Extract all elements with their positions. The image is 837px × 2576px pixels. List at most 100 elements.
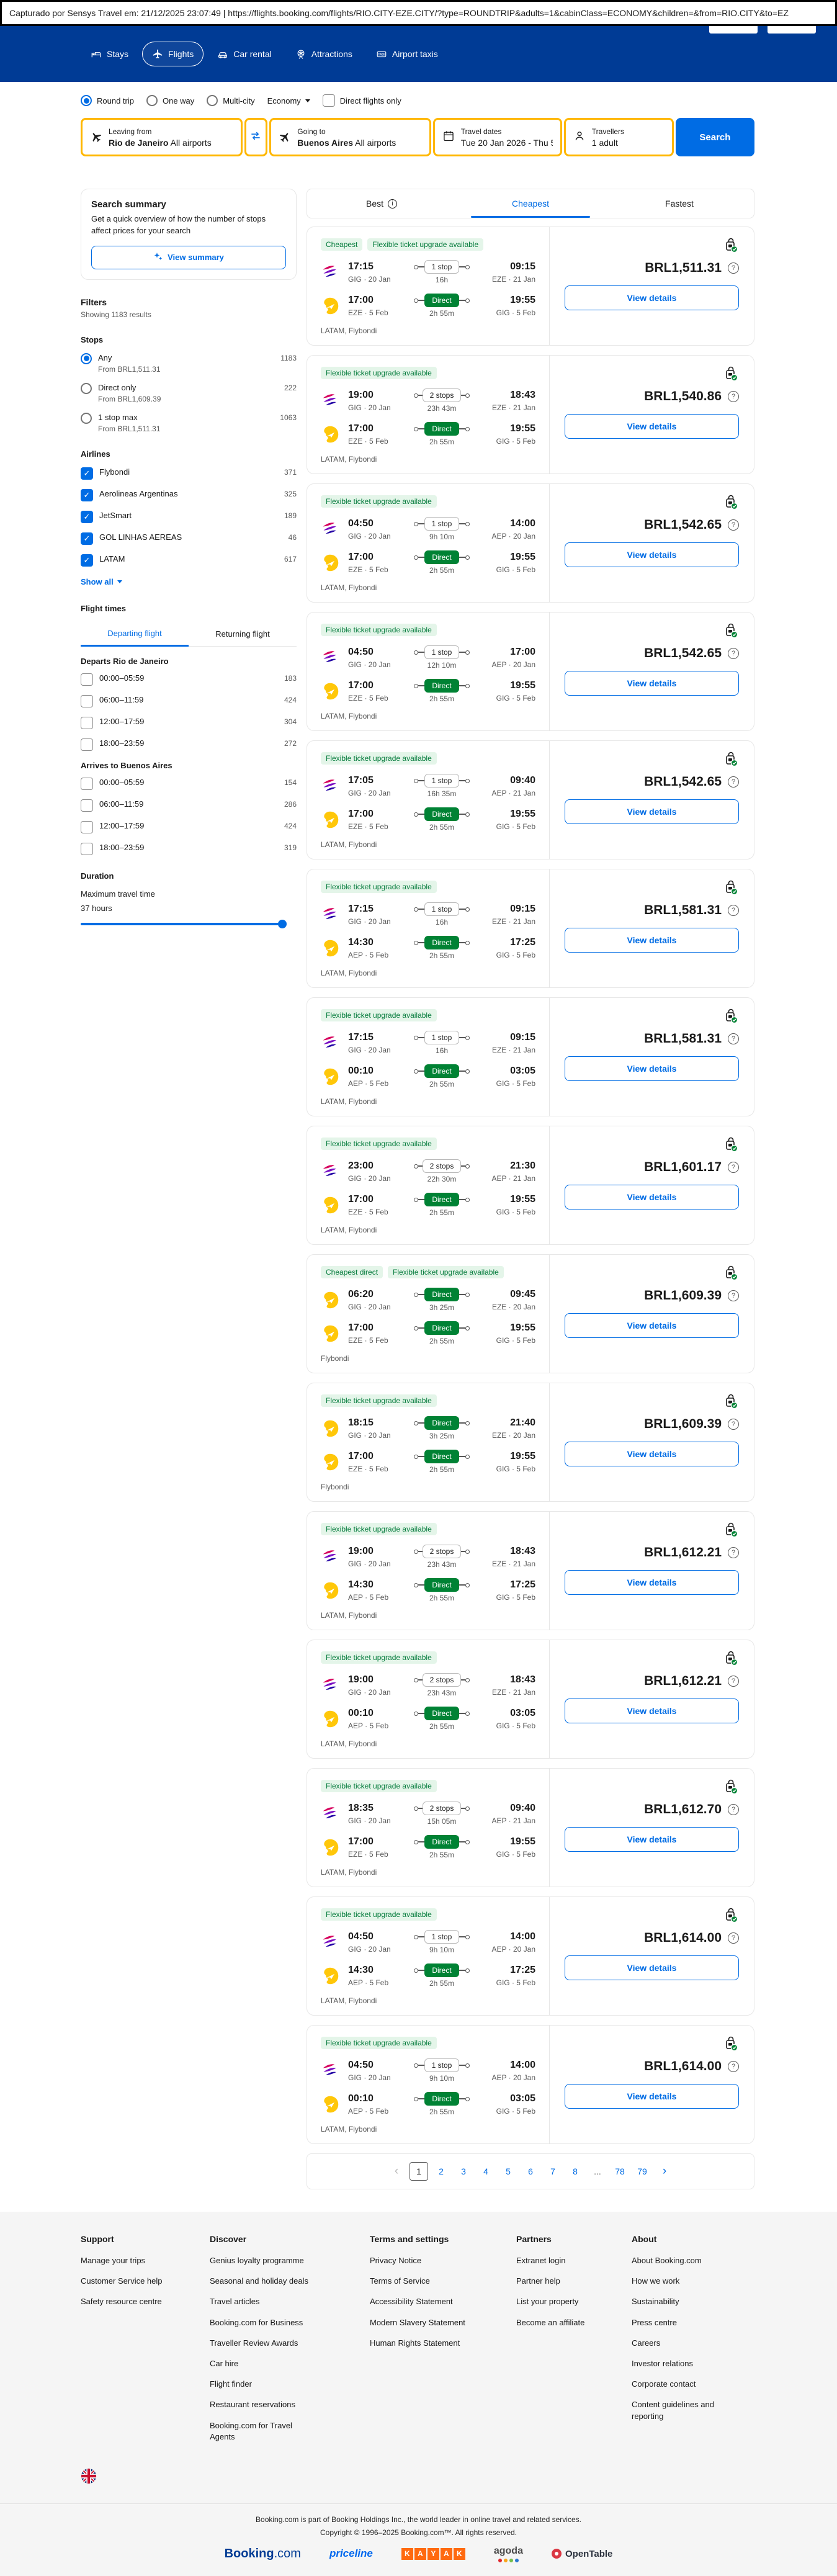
page-8[interactable]: 8 (566, 2162, 584, 2181)
travellers-field[interactable]: Travellers 1 adult (563, 118, 674, 156)
view-details-button[interactable]: View details (565, 928, 739, 953)
page-4[interactable]: 4 (477, 2162, 495, 2181)
sort-tab-fastest[interactable]: Fastest (605, 189, 754, 218)
view-details-button[interactable]: View details (565, 1955, 739, 1980)
footer-link-careers[interactable]: Careers (632, 2338, 661, 2348)
footer-link-become-an-affiliate[interactable]: Become an affiliate (516, 2317, 585, 2327)
trip-type-round-trip[interactable]: Round trip (81, 95, 134, 106)
travel-dates-field[interactable]: Travel dates Tue 20 Jan 2026 - Thu 5 ... (432, 118, 562, 156)
time-option-departs-rio-de-janeiro-18-00-23-59[interactable]: 18:00–23:59 272 (81, 738, 297, 751)
footer-link-travel-articles[interactable]: Travel articles (210, 2297, 260, 2307)
price-breakdown-icon[interactable]: ? (728, 519, 739, 531)
footer-link-safety-resource-centre[interactable]: Safety resource centre (81, 2297, 162, 2307)
price-breakdown-icon[interactable]: ? (728, 2061, 739, 2072)
view-details-button[interactable]: View details (565, 414, 739, 439)
uk-flag-language-button[interactable] (81, 2468, 97, 2484)
footer-link-booking-com-for-travel-agents[interactable]: Booking.com for Travel Agents (210, 2420, 292, 2441)
view-details-button[interactable]: View details (565, 799, 739, 824)
duration-slider[interactable] (81, 919, 287, 928)
footer-link-terms-of-service[interactable]: Terms of Service (370, 2276, 430, 2286)
time-option-departs-rio-de-janeiro-06-00-11-59[interactable]: 06:00–11:59 424 (81, 694, 297, 707)
view-details-button[interactable]: View details (565, 2084, 739, 2109)
view-details-button[interactable]: View details (565, 1442, 739, 1466)
stops-option-direct-only[interactable]: Direct only From BRL1,609.39 222 (81, 382, 297, 403)
footer-link-manage-your-trips[interactable]: Manage your trips (81, 2256, 146, 2265)
footer-link-accessibility-statement[interactable]: Accessibility Statement (370, 2297, 453, 2307)
time-option-arrives-to-buenos-aires-00-00-05-59[interactable]: 00:00–05:59 154 (81, 777, 297, 790)
nav-stays[interactable]: Stays (81, 42, 138, 66)
footer-link-car-hire[interactable]: Car hire (210, 2358, 239, 2368)
page-7[interactable]: 7 (544, 2162, 562, 2181)
view-details-button[interactable]: View details (565, 285, 739, 310)
page-79[interactable]: 79 (633, 2162, 651, 2181)
view-details-button[interactable]: View details (565, 1056, 739, 1081)
time-option-arrives-to-buenos-aires-12-00-17-59[interactable]: 12:00–17:59 424 (81, 820, 297, 833)
page-2[interactable]: 2 (432, 2162, 450, 2181)
view-details-button[interactable]: View details (565, 1699, 739, 1723)
footer-link-traveller-review-awards[interactable]: Traveller Review Awards (210, 2338, 298, 2348)
nav-airport-taxis[interactable]: TAXI Airport taxis (366, 42, 448, 66)
opentable-logo[interactable]: OpenTable (551, 2549, 612, 2559)
info-icon[interactable]: i (388, 199, 397, 209)
nav-flights[interactable]: Flights (142, 42, 204, 66)
view-summary-button[interactable]: View summary (91, 245, 286, 269)
leaving-from-field[interactable]: Leaving from Rio de Janeiro All airports (81, 118, 243, 156)
price-breakdown-icon[interactable]: ? (728, 1932, 739, 1944)
footer-link-about-booking-com[interactable]: About Booking.com (632, 2256, 702, 2265)
view-details-button[interactable]: View details (565, 1827, 739, 1852)
footer-link-flight-finder[interactable]: Flight finder (210, 2379, 252, 2389)
view-details-button[interactable]: View details (565, 542, 739, 567)
swap-direction-button[interactable] (244, 118, 268, 156)
direct-flights-only-checkbox[interactable]: Direct flights only (322, 94, 401, 107)
footer-link-list-your-property[interactable]: List your property (516, 2297, 579, 2307)
prev-page-button[interactable]: ‹ (387, 2162, 406, 2181)
going-to-field[interactable]: Going to Buenos Aires All airports (269, 118, 431, 156)
time-option-departs-rio-de-janeiro-12-00-17-59[interactable]: 12:00–17:59 304 (81, 716, 297, 729)
price-breakdown-icon[interactable]: ? (728, 1290, 739, 1301)
view-details-button[interactable]: View details (565, 671, 739, 696)
slider-handle[interactable] (278, 919, 287, 928)
view-details-button[interactable]: View details (565, 1185, 739, 1209)
sort-tab-cheapest[interactable]: Cheapest (456, 189, 605, 218)
priceline-logo[interactable]: priceline (329, 2547, 373, 2560)
agoda-logo[interactable]: agoda (494, 2546, 523, 2562)
airline-option-latam[interactable]: ✓ LATAM 617 (81, 554, 297, 567)
nav-car-rental[interactable]: Car rental (207, 42, 281, 66)
footer-link-modern-slavery-statement[interactable]: Modern Slavery Statement (370, 2317, 465, 2327)
footer-link-restaurant-reservations[interactable]: Restaurant reservations (210, 2400, 296, 2410)
price-breakdown-icon[interactable]: ? (728, 391, 739, 402)
footer-link-seasonal-and-holiday-deals[interactable]: Seasonal and holiday deals (210, 2276, 309, 2286)
time-option-arrives-to-buenos-aires-06-00-11-59[interactable]: 06:00–11:59 286 (81, 799, 297, 812)
footer-link-human-rights-statement[interactable]: Human Rights Statement (370, 2338, 460, 2348)
nav-attractions[interactable]: Attractions (285, 42, 362, 66)
register-button-partial[interactable] (709, 26, 758, 34)
footer-link-privacy-notice[interactable]: Privacy Notice (370, 2256, 422, 2265)
footer-link-investor-relations[interactable]: Investor relations (632, 2358, 693, 2368)
airline-option-gol-linhas-aereas[interactable]: ✓ GOL LINHAS AEREAS 46 (81, 532, 297, 545)
price-breakdown-icon[interactable]: ? (728, 648, 739, 659)
search-button[interactable]: Search (675, 118, 755, 156)
airline-option-flybondi[interactable]: ✓ Flybondi 371 (81, 467, 297, 480)
footer-link-sustainability[interactable]: Sustainability (632, 2297, 679, 2307)
airline-option-jetsmart[interactable]: ✓ JetSmart 189 (81, 510, 297, 523)
time-option-departs-rio-de-janeiro-00-00-05-59[interactable]: 00:00–05:59 183 (81, 673, 297, 686)
time-option-arrives-to-buenos-aires-18-00-23-59[interactable]: 18:00–23:59 319 (81, 842, 297, 855)
cabin-class-select[interactable]: Economy (267, 96, 310, 105)
footer-link-extranet-login[interactable]: Extranet login (516, 2256, 566, 2265)
next-page-button[interactable]: › (655, 2162, 674, 2181)
footer-link-genius-loyalty-programme[interactable]: Genius loyalty programme (210, 2256, 304, 2265)
tab-departing-flight[interactable]: Departing flight (81, 622, 189, 647)
sign-in-button-partial[interactable] (768, 26, 816, 34)
tab-returning-flight[interactable]: Returning flight (189, 622, 297, 647)
sort-tab-best[interactable]: Best i (307, 189, 456, 218)
booking-com-logo[interactable]: Booking.com (224, 2546, 301, 2560)
footer-link-press-centre[interactable]: Press centre (632, 2317, 677, 2327)
footer-link-customer-service-help[interactable]: Customer Service help (81, 2276, 163, 2286)
trip-type-one-way[interactable]: One way (146, 95, 194, 106)
page-3[interactable]: 3 (454, 2162, 473, 2181)
price-breakdown-icon[interactable]: ? (728, 1547, 739, 1558)
page-5[interactable]: 5 (499, 2162, 517, 2181)
price-breakdown-icon[interactable]: ? (728, 263, 739, 274)
trip-type-multi-city[interactable]: Multi-city (207, 95, 255, 106)
footer-link-booking-com-for-business[interactable]: Booking.com for Business (210, 2317, 303, 2327)
